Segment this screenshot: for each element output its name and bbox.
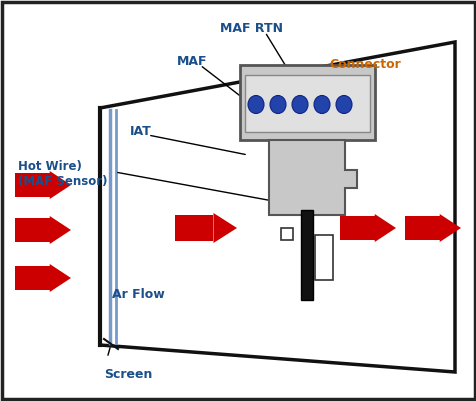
Ellipse shape <box>269 95 286 113</box>
Polygon shape <box>314 235 332 280</box>
Bar <box>300 210 312 300</box>
FancyBboxPatch shape <box>239 65 374 140</box>
Text: MAF: MAF <box>177 55 207 68</box>
Polygon shape <box>404 216 439 240</box>
Polygon shape <box>15 266 50 290</box>
Ellipse shape <box>335 95 351 113</box>
Text: MAF RTN: MAF RTN <box>220 22 283 35</box>
Polygon shape <box>175 215 213 241</box>
Polygon shape <box>50 171 71 199</box>
Polygon shape <box>439 214 460 242</box>
Polygon shape <box>213 213 237 243</box>
Ellipse shape <box>291 95 307 113</box>
Ellipse shape <box>248 95 263 113</box>
FancyBboxPatch shape <box>245 75 369 132</box>
Text: Screen: Screen <box>104 368 152 381</box>
Text: (MAF Sensor): (MAF Sensor) <box>18 175 107 188</box>
Polygon shape <box>15 218 50 242</box>
Polygon shape <box>50 264 71 292</box>
Text: IAT: IAT <box>130 125 151 138</box>
Polygon shape <box>50 216 71 244</box>
Polygon shape <box>100 42 454 372</box>
Text: Ar Flow: Ar Flow <box>112 288 164 301</box>
Polygon shape <box>374 214 395 242</box>
Text: Hot Wire): Hot Wire) <box>18 160 82 173</box>
Text: Connector: Connector <box>328 58 400 71</box>
Polygon shape <box>268 140 356 215</box>
Polygon shape <box>280 228 292 240</box>
Polygon shape <box>15 173 50 197</box>
Polygon shape <box>339 216 374 240</box>
Ellipse shape <box>313 95 329 113</box>
